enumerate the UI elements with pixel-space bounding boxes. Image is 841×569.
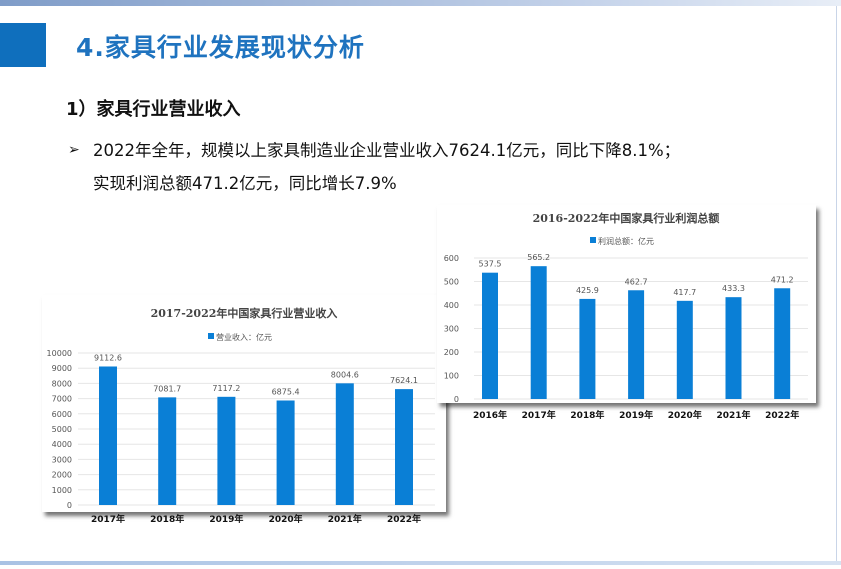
data-label: 9112.6 — [94, 353, 122, 362]
bar-2018年 — [158, 397, 177, 505]
x-tick-label: 2021年 — [328, 513, 362, 525]
bullet-line-1: 2022年全年，规模以上家具制造业企业营业收入7624.1亿元，同比下降8.1%… — [93, 141, 681, 160]
bar-2016年 — [482, 272, 498, 399]
data-label: 462.7 — [625, 277, 648, 286]
data-label: 6875.4 — [272, 387, 300, 396]
bar-2020年 — [276, 400, 295, 505]
x-tick-label: 2019年 — [209, 513, 243, 525]
bar-2019年 — [217, 396, 236, 505]
y-tick-label: 0 — [454, 395, 459, 404]
y-tick-label: 0 — [67, 501, 72, 510]
y-tick-label: 9000 — [52, 364, 72, 373]
x-tick-label: 2017年 — [522, 409, 556, 421]
arrow-right-icon: ➢ — [68, 142, 80, 158]
x-tick-label: 2020年 — [269, 513, 303, 525]
bar-2019年 — [628, 290, 645, 399]
data-label: 425.9 — [576, 286, 599, 295]
x-tick-label: 2021年 — [716, 409, 750, 421]
right-border-line — [836, 6, 837, 563]
legend-label: 营业收入：亿元 — [216, 332, 272, 342]
bar-2021年 — [725, 297, 742, 399]
x-tick-label: 2020年 — [668, 409, 702, 421]
y-tick-label: 4000 — [52, 440, 72, 449]
y-tick-label: 200 — [444, 348, 459, 357]
profit-chart-card — [437, 205, 816, 403]
y-tick-label: 100 — [444, 372, 459, 381]
y-tick-label: 600 — [444, 254, 459, 263]
data-label: 433.3 — [722, 284, 745, 293]
y-tick-label: 7000 — [52, 395, 72, 404]
bullet-text: ➢ 2022年全年，规模以上家具制造业企业营业收入7624.1亿元，同比下降8.… — [68, 134, 680, 200]
y-tick-label: 6000 — [52, 410, 72, 419]
x-tick-label: 2019年 — [619, 409, 653, 421]
data-label: 8004.6 — [331, 370, 359, 379]
legend-swatch — [208, 333, 214, 339]
x-tick-label: 2017年 — [91, 513, 125, 525]
bar-2021年 — [335, 383, 354, 505]
data-label: 565.2 — [527, 253, 550, 262]
slide-title: 4.家具行业发展现状分析 — [76, 33, 365, 62]
y-tick-label: 300 — [444, 325, 459, 334]
y-tick-label: 10000 — [47, 349, 72, 358]
y-tick-label: 1000 — [52, 486, 72, 495]
chart-title: 2016-2022年中国家具行业利润总额 — [533, 211, 720, 225]
y-tick-label: 400 — [444, 301, 459, 310]
y-tick-label: 8000 — [52, 379, 72, 388]
y-tick-label: 5000 — [52, 425, 72, 434]
chart-title: 2017-2022年中国家具行业营业收入 — [151, 306, 338, 320]
title-accent-square — [0, 23, 46, 67]
bar-2018年 — [579, 298, 596, 399]
data-label: 417.7 — [673, 288, 696, 297]
legend-swatch — [590, 237, 596, 243]
y-tick-label: 2000 — [52, 471, 72, 480]
x-tick-label: 2018年 — [570, 409, 604, 421]
data-label: 7081.7 — [153, 384, 181, 393]
legend-label: 利润总额：亿元 — [598, 236, 654, 246]
x-tick-label: 2022年 — [765, 409, 799, 421]
data-label: 471.2 — [771, 275, 794, 284]
bar-2022年 — [395, 389, 413, 505]
bar-2020年 — [676, 300, 693, 399]
bar-2017年 — [99, 366, 117, 505]
data-label: 7117.2 — [212, 384, 240, 393]
y-tick-label: 3000 — [52, 455, 72, 464]
section-subtitle: 1）家具行业营业收入 — [66, 99, 241, 120]
x-tick-label: 2022年 — [387, 513, 421, 525]
x-tick-label: 2016年 — [473, 409, 507, 421]
bar-2017年 — [530, 266, 547, 399]
bottom-accent-bar — [0, 561, 841, 565]
bullet-line-2: 实现利润总额471.2亿元，同比增长7.9% — [93, 174, 397, 193]
data-label: 7624.1 — [390, 376, 418, 385]
top-accent-bar — [0, 0, 841, 6]
x-tick-label: 2018年 — [150, 513, 184, 525]
data-label: 537.5 — [479, 260, 502, 269]
bar-2022年 — [774, 288, 791, 399]
y-tick-label: 500 — [444, 278, 459, 287]
